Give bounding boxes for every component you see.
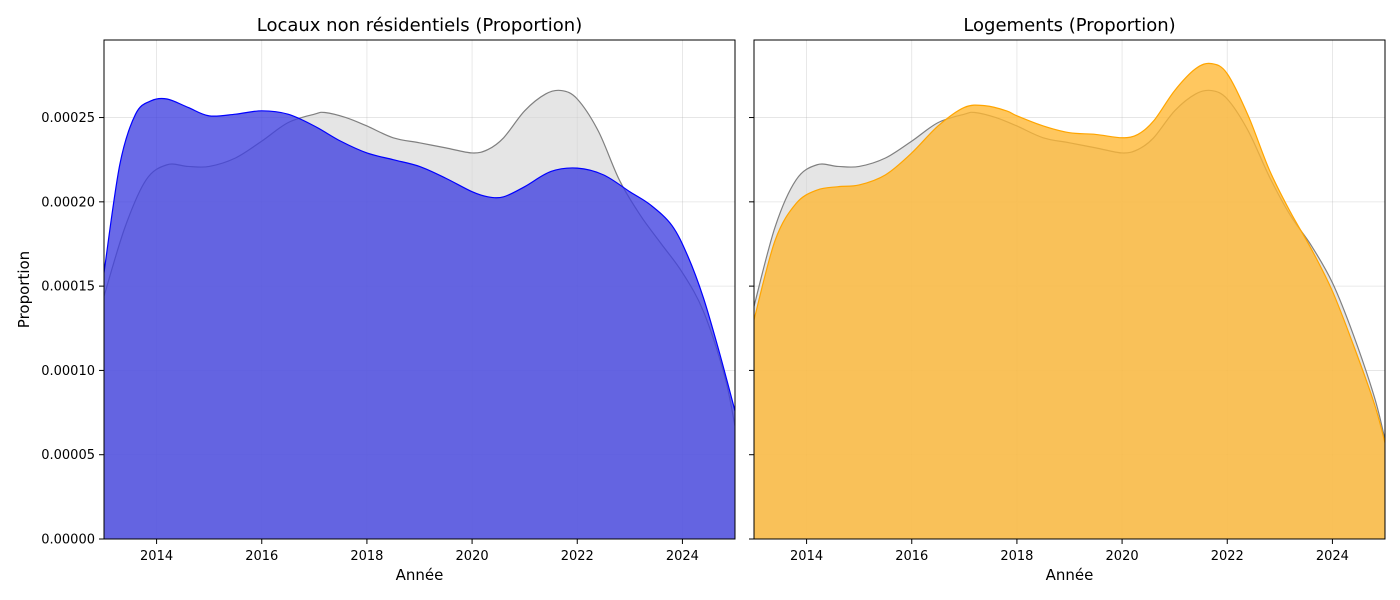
chart-title: Locaux non résidentiels (Proportion) (257, 15, 583, 36)
x-tick-label: 2024 (666, 549, 699, 564)
axes-frame (103, 39, 736, 540)
x-axis-label: Année (396, 566, 444, 584)
series-line-2 (104, 97, 735, 412)
panel-1: 2014 2016 2018 2020 2022 2024 0.00000 0.00005 0.… (15, 15, 736, 584)
x-tick-label: 2022 (1211, 549, 1244, 564)
x-tick-label: 2022 (561, 549, 594, 564)
y-tick-label: 0.00025 (41, 111, 95, 126)
y-tick-label: 0.00015 (41, 280, 95, 295)
series-area-2 (754, 63, 1385, 539)
y-axis-label: Proportion (15, 251, 33, 328)
plot-area (754, 62, 1385, 539)
x-tick-label: 2020 (456, 549, 489, 564)
axes-frame (753, 39, 1386, 540)
x-tick-label: 2024 (1316, 549, 1349, 564)
x-tick-label: 2014 (140, 549, 173, 564)
x-tick-label: 2020 (1106, 549, 1139, 564)
plot-area (104, 89, 735, 539)
series-line-2 (754, 62, 1385, 444)
series-area-2 (104, 98, 735, 539)
y-tick-label: 0.00005 (41, 448, 95, 463)
panel-2: 2014 2016 2018 2020 2022 2024 Logements (Propo… (749, 15, 1386, 584)
y-tick-label: 0.00000 (41, 533, 95, 548)
y-tick-label: 0.00010 (41, 364, 95, 379)
x-tick-label: 2016 (245, 549, 278, 564)
chart-title: Logements (Proportion) (963, 15, 1175, 36)
x-tick-label: 2016 (895, 549, 928, 564)
y-tick-label: 0.00020 (41, 195, 95, 210)
x-axis-label: Année (1046, 566, 1094, 584)
x-tick-label: 2014 (790, 549, 823, 564)
x-tick-label: 2018 (1000, 549, 1033, 564)
x-tick-label: 2018 (350, 549, 383, 564)
